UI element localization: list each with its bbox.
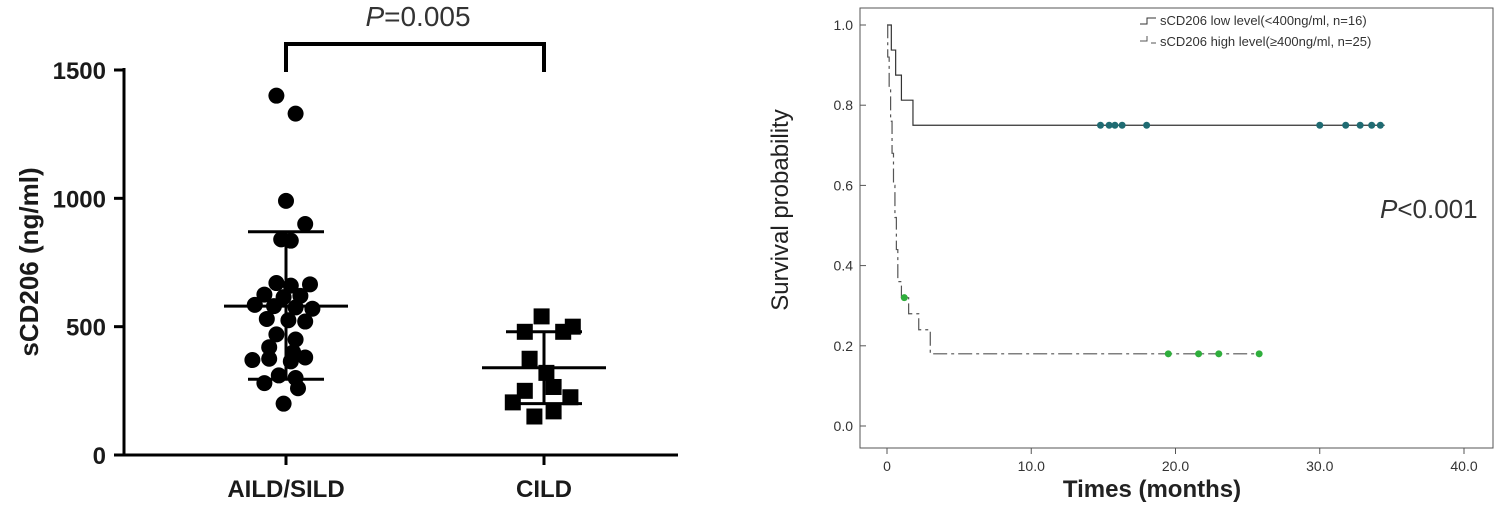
survival-curves xyxy=(887,24,1385,355)
data-point xyxy=(533,308,550,325)
data-point xyxy=(282,232,299,249)
legend-low-symbol xyxy=(1140,17,1156,25)
censor-mark xyxy=(1111,121,1119,129)
left-x-tick-label: AILD/SILD xyxy=(227,476,344,503)
right-y-tick-label: 0.0 xyxy=(834,418,854,434)
legend-item-low: sCD206 low level(<400ng/ml, n=16) xyxy=(1140,13,1367,28)
left-y-tick-label: 500 xyxy=(66,315,106,342)
left-y-tick-label: 1000 xyxy=(53,186,106,213)
data-point xyxy=(282,353,299,370)
right-y-tick-label: 0.8 xyxy=(834,97,854,113)
censor-mark xyxy=(1118,121,1126,129)
left-y-tick-label: 1500 xyxy=(53,58,106,85)
survival-curve-high xyxy=(887,24,1263,355)
data-point xyxy=(244,352,261,369)
censor-mark xyxy=(1356,121,1364,129)
right-p-value: P<0.001 xyxy=(1380,194,1478,224)
data-point xyxy=(270,367,287,384)
right-y-tick-label: 0.4 xyxy=(834,258,854,274)
legend: sCD206 low level(<400ng/ml, n=16) sCD206… xyxy=(1140,13,1371,49)
plot-frame xyxy=(859,7,1494,449)
right-x-tick-label: 20.0 xyxy=(1162,458,1189,474)
data-point xyxy=(297,216,314,232)
data-point xyxy=(545,378,562,395)
data-point xyxy=(538,364,555,381)
censor-mark xyxy=(1376,121,1384,129)
left-p-value: P=0.005 xyxy=(365,1,470,32)
data-point xyxy=(256,375,273,392)
data-point xyxy=(282,277,299,294)
data-point xyxy=(562,389,579,406)
censor-mark xyxy=(1096,121,1104,129)
data-point xyxy=(287,105,304,122)
data-point xyxy=(261,350,278,367)
censor-mark xyxy=(1255,350,1263,358)
censor-mark xyxy=(1316,121,1324,129)
data-point xyxy=(555,323,572,340)
censor-mark xyxy=(1195,350,1203,358)
legend-item-high: sCD206 high level(≥400ng/ml, n=25) xyxy=(1140,34,1371,49)
data-point xyxy=(504,394,521,411)
data-point xyxy=(268,326,285,343)
legend-high-label: sCD206 high level(≥400ng/ml, n=25) xyxy=(1160,34,1371,49)
data-point xyxy=(280,312,297,329)
data-point xyxy=(297,313,314,330)
censor-mark xyxy=(1105,121,1113,129)
data-point xyxy=(266,298,282,315)
censor-mark xyxy=(1164,350,1172,358)
data-point xyxy=(302,276,318,293)
data-point xyxy=(287,331,304,348)
survival-curve-low xyxy=(887,24,1385,126)
data-point xyxy=(246,296,263,313)
censor-mark xyxy=(1368,121,1376,129)
left-x-ticks: AILD/SILD CILD xyxy=(227,455,572,503)
left-x-tick-label: CILD xyxy=(516,476,572,503)
data-point xyxy=(278,192,294,209)
data-point xyxy=(275,395,292,412)
data-point xyxy=(516,323,533,340)
left-dots xyxy=(244,87,581,425)
legend-high-symbol xyxy=(1140,36,1148,42)
data-point xyxy=(258,310,275,327)
censor-mark xyxy=(900,294,908,302)
data-point xyxy=(256,286,273,303)
censor-mark xyxy=(1215,350,1223,358)
data-point xyxy=(268,275,285,292)
data-point xyxy=(261,339,278,356)
data-point xyxy=(297,349,314,366)
censor-mark xyxy=(1342,121,1350,129)
data-point xyxy=(287,299,304,316)
right-y-tick-label: 0.2 xyxy=(834,338,854,354)
right-x-tick-label: 40.0 xyxy=(1450,458,1477,474)
right-x-axis-label: Times (months) xyxy=(1063,476,1241,503)
legend-low-label: sCD206 low level(<400ng/ml, n=16) xyxy=(1160,13,1367,28)
right-x-tick-label: 30.0 xyxy=(1306,458,1333,474)
right-y-tick-label: 1.0 xyxy=(834,17,854,33)
right-x-tick-label: 0 xyxy=(883,458,891,474)
left-y-tick-label: 0 xyxy=(93,443,106,470)
right-y-tick-label: 0.6 xyxy=(834,177,854,193)
data-point xyxy=(545,403,562,420)
survival-chart: Survival probability Times (months) 0.00… xyxy=(767,7,1494,503)
right-x-tick-label: 10.0 xyxy=(1018,458,1045,474)
right-y-ticks: 0.0 0.2 0.4 0.6 0.8 1.0 xyxy=(834,17,866,434)
scatter-dot-plot: sCD206 (ng/ml) 0 500 1000 1500 AILD/SILD CIL… xyxy=(14,1,678,503)
left-y-axis-label: sCD206 (ng/ml) xyxy=(14,167,44,356)
right-y-axis-label: Survival probability xyxy=(767,109,794,310)
data-point xyxy=(521,350,538,367)
right-x-ticks: 0 10.0 20.0 30.0 40.0 xyxy=(883,448,1478,474)
censor-marks xyxy=(900,121,1384,358)
censor-mark xyxy=(1143,121,1151,129)
data-point xyxy=(268,87,285,104)
data-point xyxy=(290,380,306,397)
data-point xyxy=(526,408,543,425)
left-y-ticks: 0 500 1000 1500 xyxy=(53,58,124,470)
significance-bracket xyxy=(284,42,546,72)
data-point xyxy=(304,300,321,317)
